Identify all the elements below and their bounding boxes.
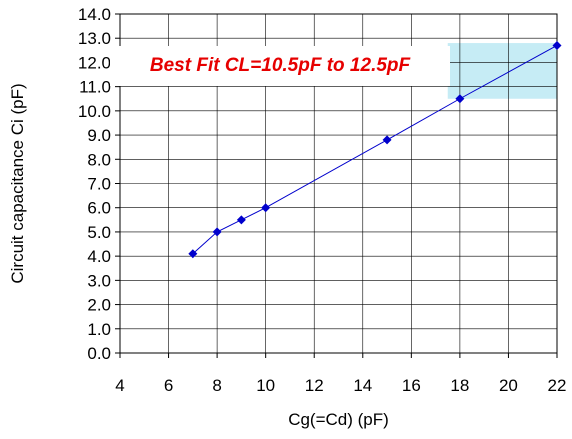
data-point-marker xyxy=(236,215,246,225)
x-tick-label: 20 xyxy=(499,376,518,395)
data-point-marker xyxy=(455,94,465,104)
x-tick-label: 12 xyxy=(305,376,324,395)
x-tick-label: 14 xyxy=(353,376,372,395)
y-tick-label: 9.0 xyxy=(87,126,111,145)
y-tick-label: 14.0 xyxy=(78,5,111,24)
x-tick-label: 8 xyxy=(212,376,221,395)
x-tick-label: 16 xyxy=(402,376,421,395)
y-tick-label: 0.0 xyxy=(87,344,111,363)
x-tick-label: 6 xyxy=(164,376,173,395)
data-point-marker xyxy=(188,249,198,259)
x-tick-label: 22 xyxy=(548,376,567,395)
fit-highlight-region xyxy=(447,43,557,99)
y-tick-label: 3.0 xyxy=(87,271,111,290)
y-tick-label: 4.0 xyxy=(87,247,111,266)
x-tick-label: 18 xyxy=(450,376,469,395)
grid xyxy=(120,14,557,353)
x-tick-label: 4 xyxy=(115,376,124,395)
x-tick-label: 10 xyxy=(256,376,275,395)
data-point-marker xyxy=(212,227,222,237)
y-tick-label: 10.0 xyxy=(78,102,111,121)
data-point-marker xyxy=(382,135,392,145)
y-tick-label: 5.0 xyxy=(87,223,111,242)
y-tick-label: 12.0 xyxy=(78,53,111,72)
best-fit-annotation: Best Fit CL=10.5pF to 12.5pF xyxy=(110,46,450,86)
y-tick-label: 1.0 xyxy=(87,320,111,339)
x-axis-ticks: 4 6 8 10 12 14 16 18 20 22 xyxy=(115,353,566,395)
y-tick-label: 8.0 xyxy=(87,150,111,169)
y-tick-label: 6.0 xyxy=(87,199,111,218)
y-tick-label: 7.0 xyxy=(87,175,111,194)
x-axis-title: Cg(=Cd) (pF) xyxy=(288,410,389,429)
y-tick-label: 11.0 xyxy=(79,78,111,97)
y-axis-title: Circuit capacitance Ci (pF) xyxy=(8,83,27,283)
y-tick-label: 13.0 xyxy=(78,29,111,48)
y-tick-label: 2.0 xyxy=(87,296,111,315)
data-point-marker xyxy=(261,203,271,213)
data-point-marker xyxy=(552,40,562,50)
y-axis-ticks: 0.0 1.0 2.0 3.0 4.0 5.0 6.0 7.0 8.0 9.0 10.0 11.0 12… xyxy=(78,5,120,363)
series-markers xyxy=(188,40,562,259)
